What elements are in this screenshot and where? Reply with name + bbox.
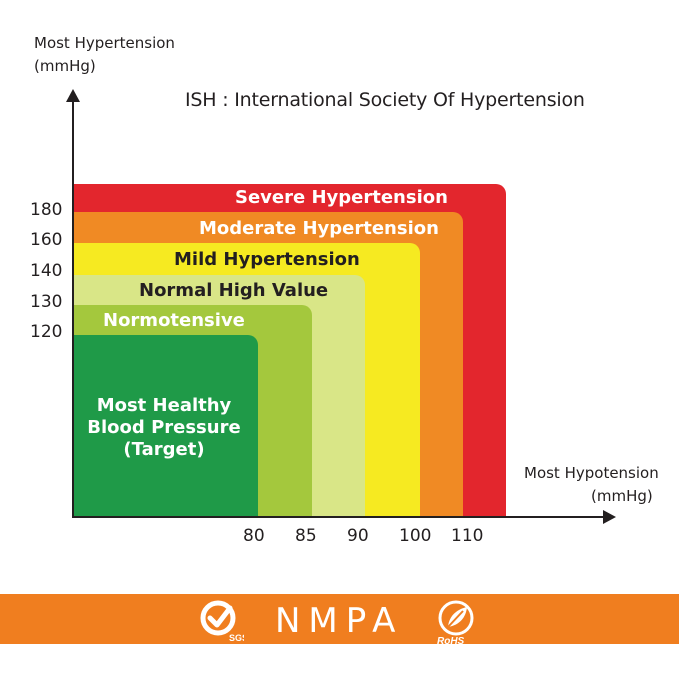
zone-healthy-line3: (Target) — [123, 439, 205, 460]
y-axis-title: Most Hypertension (mmHg) — [34, 32, 175, 78]
sgs-logo: SGS — [196, 597, 248, 643]
y-tick-140: 140 — [30, 261, 63, 281]
x-axis-title-line2: (mmHg) — [591, 487, 653, 505]
brand-nmpa: NMPA — [275, 601, 404, 641]
x-tick-80: 80 — [243, 526, 265, 546]
zone-healthy-label: Most Healthy Blood Pressure (Target) — [74, 395, 254, 461]
x-axis — [72, 516, 607, 518]
sgs-check-icon: SGS — [200, 600, 248, 643]
zone-moderate-label: Moderate Hypertension — [199, 218, 439, 239]
y-tick-180: 180 — [30, 200, 63, 220]
x-axis-arrow-icon — [603, 510, 616, 524]
rohs-leaf-icon: RoHS — [437, 600, 474, 647]
zone-mild-label: Mild Hypertension — [174, 249, 360, 270]
rohs-logo-text: RoHS — [437, 636, 465, 645]
y-tick-120: 120 — [30, 322, 63, 342]
y-axis-arrow-icon — [66, 89, 80, 102]
rohs-logo: RoHS — [433, 597, 481, 647]
y-axis-title-line2: (mmHg) — [34, 57, 96, 75]
footer-band — [0, 594, 679, 644]
y-tick-130: 130 — [30, 292, 63, 312]
y-tick-160: 160 — [30, 230, 63, 250]
zone-healthy-line2: Blood Pressure — [87, 417, 241, 438]
chart-title: ISH : International Society Of Hypertens… — [185, 89, 585, 111]
zone-normal-high-label: Normal High Value — [139, 280, 329, 301]
x-axis-title-line1: Most Hypotension — [524, 464, 659, 482]
zone-severe-label: Severe Hypertension — [235, 187, 448, 208]
sgs-logo-text: SGS — [229, 633, 244, 643]
x-tick-100: 100 — [399, 526, 432, 546]
zone-healthy — [74, 335, 258, 516]
x-tick-85: 85 — [295, 526, 317, 546]
x-tick-90: 90 — [347, 526, 369, 546]
x-tick-110: 110 — [451, 526, 484, 546]
zone-normotensive-label: Normotensive — [103, 310, 245, 331]
zone-healthy-line1: Most Healthy — [96, 395, 232, 416]
y-axis — [72, 100, 74, 518]
y-axis-title-line1: Most Hypertension — [34, 34, 175, 52]
x-axis-title: Most Hypotension (mmHg) — [524, 462, 659, 508]
